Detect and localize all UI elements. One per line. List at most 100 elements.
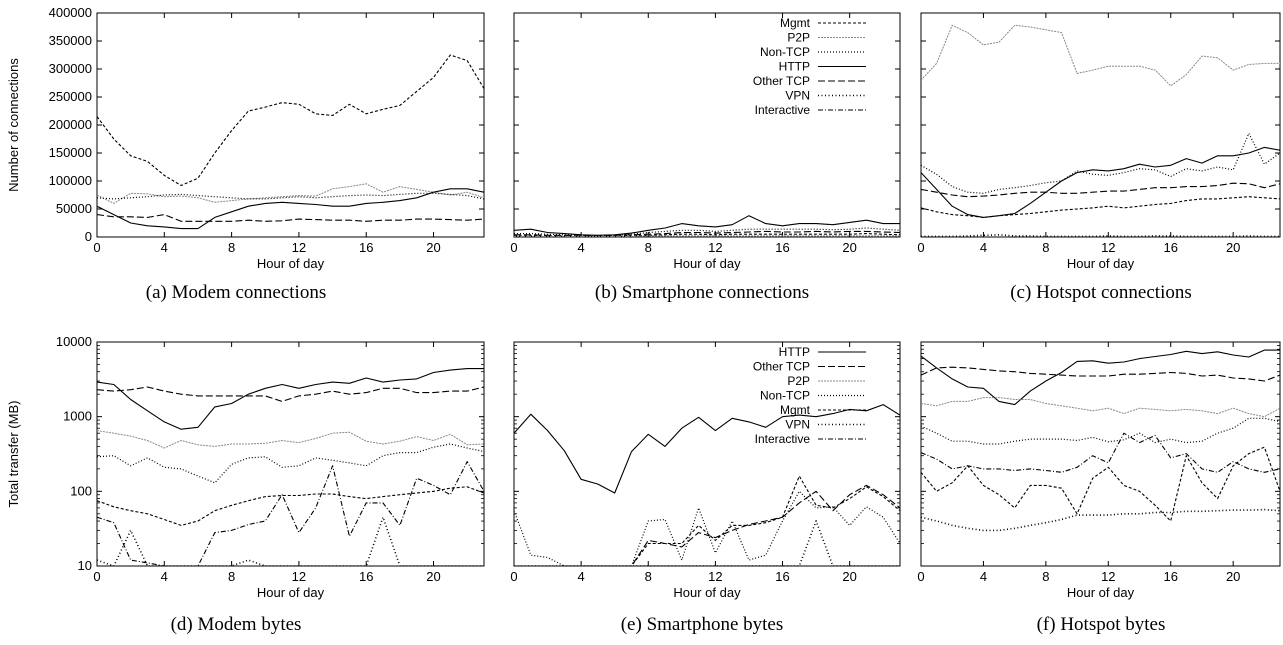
y-tick-label: 250000 <box>49 89 92 104</box>
series-line-other-tcp <box>921 182 1280 198</box>
x-tick-label: 20 <box>1226 240 1240 255</box>
series-line-http <box>97 368 484 430</box>
series-line-http <box>97 188 484 230</box>
y-axis-label: Number of connections <box>6 58 21 192</box>
x-tick-label: 0 <box>510 240 517 255</box>
chart-caption: (a) Modem connections <box>146 282 326 303</box>
x-tick-label: 12 <box>292 569 306 584</box>
chart-panel-2: 0 4 8 12 16 20 Hour of day (b) Smartphone conne… <box>510 12 901 303</box>
legend-entry-other-tcp: Other TCP <box>753 360 810 374</box>
series-line-vpn <box>97 516 484 566</box>
chart-caption: (c) Hotspot connections <box>1010 282 1192 303</box>
y-tick-label: 300000 <box>49 61 92 76</box>
y-tick-label: 10 <box>78 558 92 573</box>
series-line-http <box>514 404 900 494</box>
x-axis-label: Hour of day <box>673 585 741 600</box>
y-tick-label: 10000 <box>56 334 92 349</box>
x-tick-label: 12 <box>708 240 722 255</box>
chart-caption: (b) Smartphone connections <box>595 282 809 303</box>
x-tick-label: 4 <box>578 240 585 255</box>
legend-entry-p2p: P2P <box>787 374 810 388</box>
chart-panel-5: 0 4 8 12 16 20 Hour of day (e) Smartphone bytes… <box>510 341 901 635</box>
y-tick-label: 0 <box>85 229 92 244</box>
series-line-p2p <box>514 235 900 237</box>
y-tick-label: 1000 <box>63 409 92 424</box>
legend-entry-non-tcp: Non-TCP <box>760 389 810 403</box>
x-axis-label: Hour of day <box>257 256 325 271</box>
x-tick-label: 0 <box>917 569 924 584</box>
series-line-p2p <box>921 24 1280 87</box>
y-axis-label: Total transfer (MB) <box>6 401 21 508</box>
chart-panel-6: 0 4 8 12 16 20 Hour of day (f) Hotspot bytes <box>917 341 1281 635</box>
x-axis-label: Hour of day <box>1067 585 1135 600</box>
x-tick-label: 16 <box>359 569 373 584</box>
x-tick-label: 16 <box>1164 569 1178 584</box>
legend-entry-vpn: VPN <box>785 89 810 103</box>
x-tick-label: 0 <box>510 569 517 584</box>
x-tick-label: 4 <box>578 569 585 584</box>
series-line-http <box>921 349 1280 406</box>
series-line-non-tcp <box>921 417 1280 445</box>
series-line-vpn <box>921 234 1280 237</box>
x-tick-label: 12 <box>1101 240 1115 255</box>
x-axis-label: Hour of day <box>257 585 325 600</box>
x-tick-label: 20 <box>1226 569 1240 584</box>
y-tick-label: 100 <box>70 483 92 498</box>
legend-entry-interactive: Interactive <box>755 103 811 117</box>
series-line-other-tcp <box>921 366 1280 382</box>
legend-entry-p2p: P2P <box>787 31 810 45</box>
x-tick-label: 12 <box>1101 569 1115 584</box>
chart-caption: (d) Modem bytes <box>171 614 302 635</box>
x-tick-label: 20 <box>426 240 440 255</box>
series-line-mgmt <box>97 54 484 187</box>
plot-frame <box>513 341 901 567</box>
series-line-non-tcp <box>97 443 484 484</box>
series-line-other-tcp <box>514 230 900 237</box>
x-tick-label: 8 <box>1042 240 1049 255</box>
x-tick-label: 4 <box>161 240 168 255</box>
x-axis-label: Hour of day <box>673 256 741 271</box>
x-tick-label: 0 <box>93 240 100 255</box>
legend-entry-http: HTTP <box>779 60 810 74</box>
chart-panel-4: 0 4 8 12 16 20 10 100 1000 10000 Hour of day Total … <box>6 334 485 635</box>
chart-panel-3: 0 4 8 12 16 20 Hour of day (c) Hotspot connecti… <box>917 12 1281 303</box>
series-line-vpn <box>921 508 1280 532</box>
x-tick-label: 0 <box>93 569 100 584</box>
plot-frame <box>920 12 1281 238</box>
x-tick-label: 8 <box>645 240 652 255</box>
legend-entry-http: HTTP <box>779 345 810 359</box>
x-tick-label: 8 <box>228 569 235 584</box>
x-tick-label: 16 <box>359 240 373 255</box>
chart-caption: (e) Smartphone bytes <box>621 614 784 635</box>
x-tick-label: 8 <box>1042 569 1049 584</box>
series-line-vpn <box>514 520 900 566</box>
x-tick-label: 20 <box>426 569 440 584</box>
y-tick-label: 100000 <box>49 173 92 188</box>
series-line-http <box>514 215 900 236</box>
chart-panel-1: 0 4 8 12 16 20 0 50000 100000 150000 200000 250000 3… <box>6 5 485 303</box>
x-tick-label: 16 <box>775 569 789 584</box>
x-tick-label: 0 <box>917 240 924 255</box>
x-tick-label: 4 <box>980 569 987 584</box>
y-tick-label: 400000 <box>49 5 92 20</box>
legend-entry-mgmt: Mgmt <box>780 16 811 30</box>
series-line-mgmt <box>514 475 900 566</box>
plot-frame <box>513 12 901 238</box>
legend-entry-interactive: Interactive <box>755 432 811 446</box>
chart-caption: (f) Hotspot bytes <box>1037 614 1166 635</box>
series-line-mgmt <box>921 196 1280 218</box>
series-line-other-tcp <box>514 484 900 566</box>
series-line-p2p <box>97 430 484 449</box>
x-tick-label: 4 <box>980 240 987 255</box>
series-line-other-tcp <box>97 386 484 402</box>
series-line-mgmt <box>97 486 484 526</box>
legend-entry-vpn: VPN <box>785 418 810 432</box>
x-tick-label: 12 <box>708 569 722 584</box>
x-tick-label: 16 <box>1164 240 1178 255</box>
series-line-interactive <box>921 432 1280 473</box>
x-tick-label: 12 <box>292 240 306 255</box>
x-axis-label: Hour of day <box>1067 256 1135 271</box>
y-tick-label: 350000 <box>49 33 92 48</box>
x-tick-label: 20 <box>842 240 856 255</box>
